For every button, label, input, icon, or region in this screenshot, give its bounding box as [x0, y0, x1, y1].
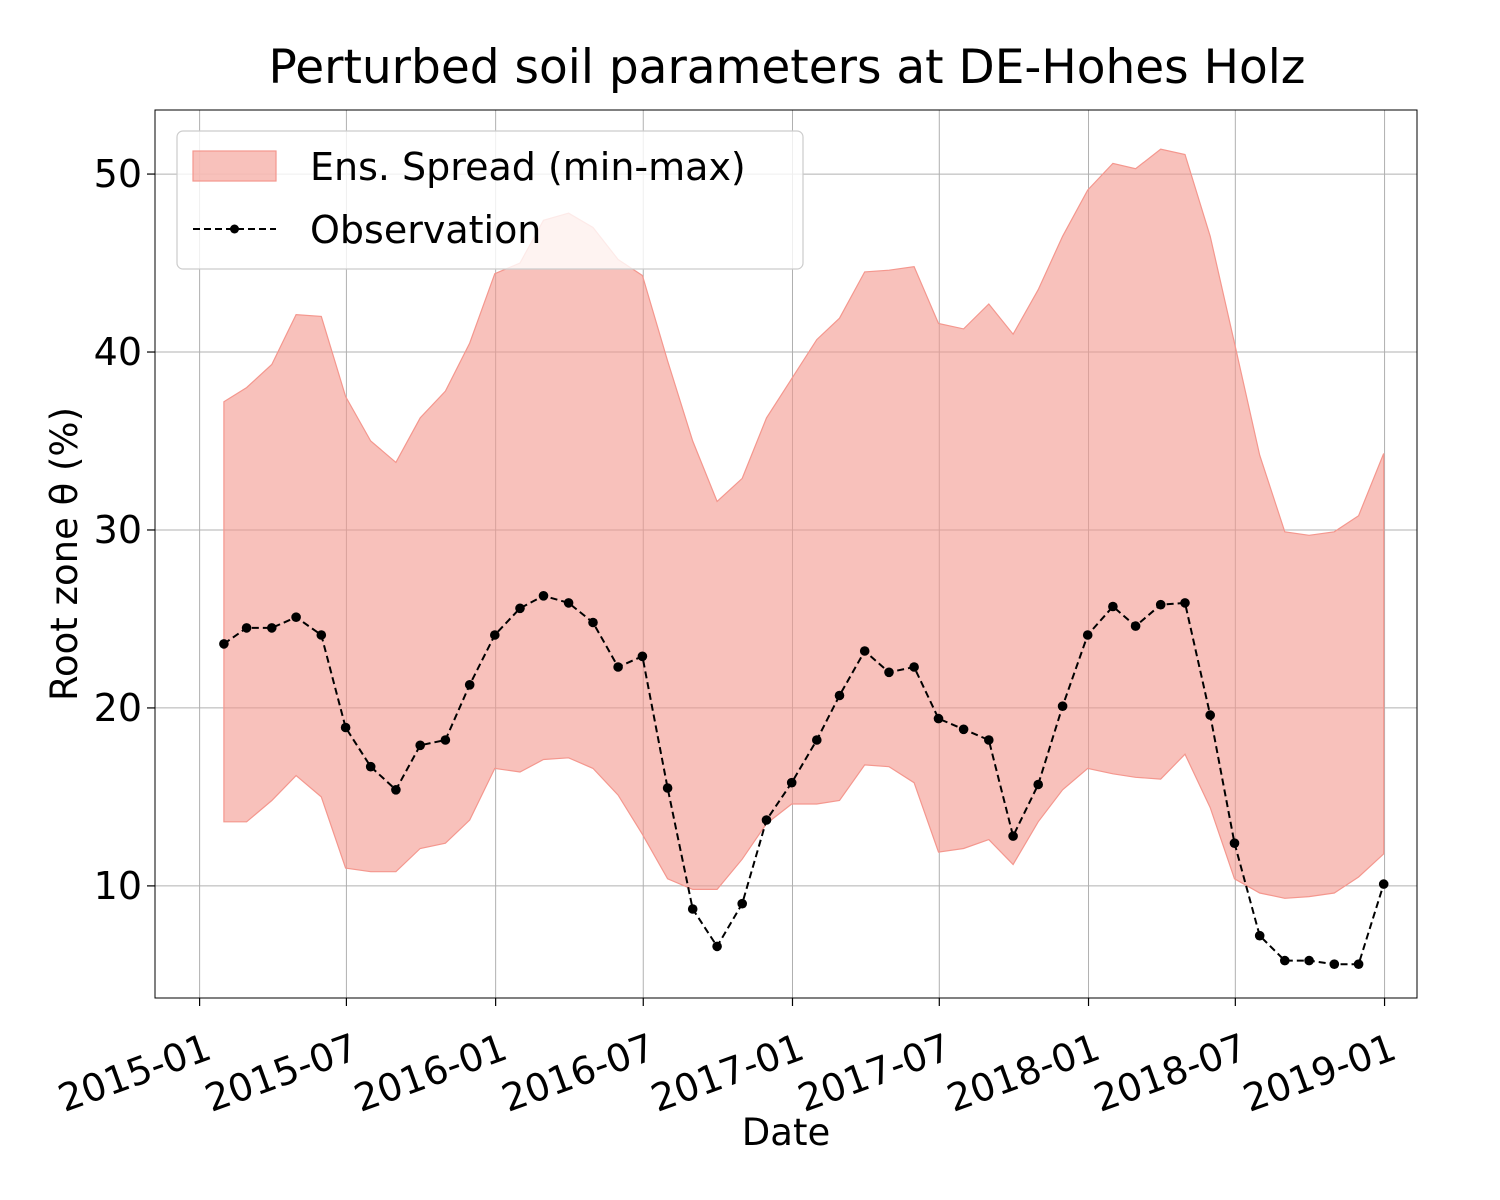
x-tick-label: 2019-01: [1237, 1025, 1401, 1121]
observation-point: [712, 941, 722, 952]
observation-point: [958, 724, 969, 735]
x-tick-label: 2018-01: [941, 1025, 1105, 1121]
observation-point: [340, 722, 351, 733]
y-tick-label: 20: [94, 686, 142, 730]
observation-point: [812, 735, 822, 745]
observation-point: [365, 761, 376, 772]
observation-point: [440, 735, 451, 745]
observation-point: [1205, 710, 1215, 720]
observation-point: [761, 815, 772, 825]
plot-frame: [154, 109, 1418, 999]
observation-point: [984, 735, 994, 745]
observation-point: [1378, 879, 1389, 889]
x-tick-label: 2017-07: [792, 1025, 956, 1121]
x-tick-label: 2017-01: [645, 1025, 809, 1121]
observation-point: [241, 623, 252, 633]
observation-point: [267, 623, 277, 633]
observation-point: [219, 639, 229, 649]
observation-series: [219, 591, 1389, 969]
observation-point: [1254, 930, 1265, 941]
y-tick-label: 40: [94, 330, 142, 374]
x-tick-label: 2016-01: [348, 1025, 512, 1121]
observation-point: [1130, 621, 1141, 631]
x-tick-label: 2015-01: [52, 1025, 216, 1121]
observation-point: [1008, 831, 1018, 841]
observation-point: [1280, 955, 1290, 966]
observation-point: [291, 612, 301, 622]
x-tick-label: 2018-07: [1088, 1025, 1252, 1121]
x-axis-ticks: 2015-012015-072016-012016-072017-012017-…: [52, 998, 1402, 1121]
observation-point: [909, 662, 919, 672]
observation-point: [1057, 701, 1068, 711]
chart-title: Perturbed soil parameters at DE-Hohes Ho…: [269, 40, 1306, 95]
observation-point: [737, 898, 747, 909]
y-tick-label: 50: [94, 152, 142, 196]
observation-point: [613, 662, 623, 672]
observation-point: [933, 713, 944, 724]
legend-box: [176, 130, 804, 270]
observation-point: [1033, 779, 1043, 790]
legend-swatch-observation-marker: [230, 224, 239, 234]
observation-point: [834, 690, 845, 701]
x-tick-label: 2016-07: [496, 1025, 660, 1121]
y-axis-label: Root zone θ (%): [43, 407, 86, 701]
x-tick-label: 2015-07: [199, 1025, 363, 1121]
observation-point: [786, 777, 797, 788]
observation-point: [1108, 601, 1118, 612]
observation-point: [563, 598, 574, 608]
observation-point: [859, 646, 870, 656]
observation-point: [515, 603, 525, 614]
observation-point: [391, 785, 401, 795]
observation-point: [1329, 959, 1340, 969]
observation-point: [316, 630, 327, 640]
observation-point: [637, 651, 648, 662]
observation-point: [490, 630, 500, 640]
observation-point: [1229, 838, 1240, 848]
legend-swatch-spread: [192, 150, 277, 182]
observation-point: [1155, 599, 1166, 610]
y-tick-label: 30: [94, 508, 142, 552]
legend-label-spread: Ens. Spread (min-max): [310, 145, 746, 189]
observation-point: [1353, 959, 1364, 969]
observation-point: [884, 667, 894, 678]
observation-point: [687, 904, 698, 914]
y-tick-label: 10: [94, 864, 142, 908]
x-axis-label: Date: [742, 1111, 830, 1154]
observation-point: [538, 591, 549, 601]
observation-point: [1082, 630, 1093, 640]
observation-point: [588, 617, 598, 628]
legend-label-observation: Observation: [310, 208, 541, 252]
observation-point: [1180, 598, 1190, 608]
observation-point: [662, 783, 673, 793]
observation-point: [415, 740, 426, 751]
legend: Ens. Spread (min-max) Observation: [176, 130, 804, 270]
y-axis-ticks: 10 20 30 40 50: [94, 152, 155, 908]
observation-point: [464, 680, 475, 690]
observation-line: [223, 594, 1385, 966]
observation-point: [1304, 955, 1314, 966]
